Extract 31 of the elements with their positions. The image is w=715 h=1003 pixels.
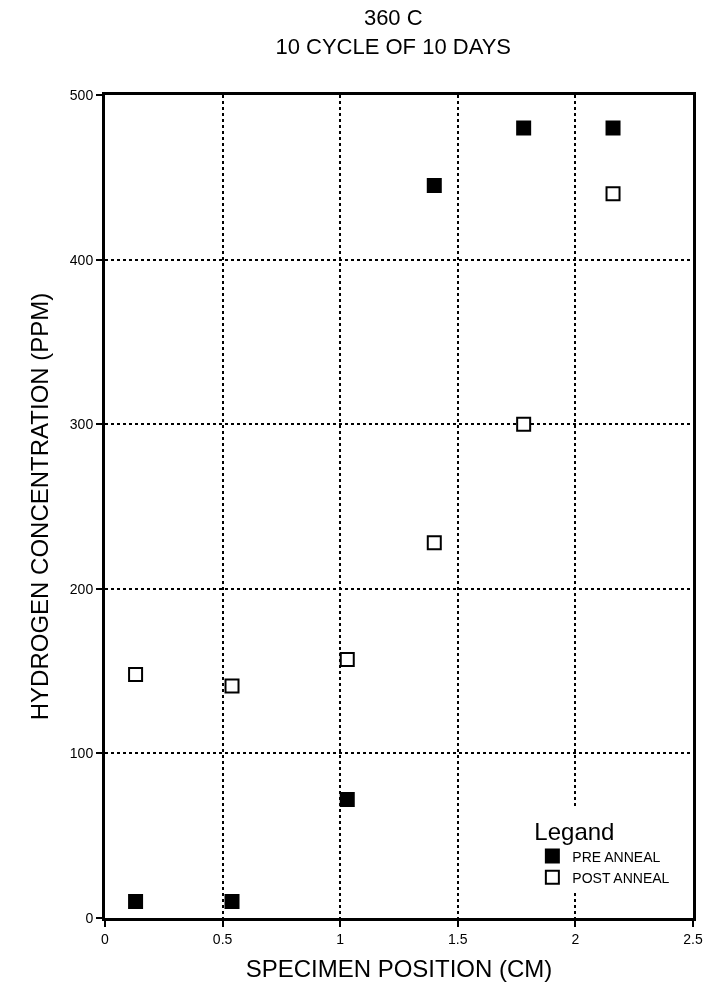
legend-title: Legand (534, 818, 615, 846)
point (224, 894, 240, 910)
x-tick-label: 1.5 (448, 930, 468, 947)
point (128, 666, 144, 682)
chart-subtitle: 10 CYCLE OF 10 DAYS (275, 33, 512, 59)
x-tick-label: 2.5 (683, 930, 703, 947)
x-tick-label: 0.5 (212, 930, 233, 947)
y-tick-label: 400 (69, 251, 94, 268)
x-tick-label: 0 (101, 930, 110, 947)
y-tick-label: 500 (69, 86, 94, 103)
point (339, 652, 355, 668)
point (339, 791, 355, 807)
x-axis-title: SPECIMEN POSITION (CM) (245, 955, 553, 983)
y-axis-title: HYDROGEN CONCENTRATION (PPM) (25, 292, 53, 721)
x-tick-label: 1 (336, 930, 345, 947)
point (426, 535, 442, 551)
y-tick-label: 100 (69, 745, 94, 762)
point (516, 416, 532, 432)
x-tick-label: 2 (571, 930, 580, 947)
chart-title: 360 C (363, 5, 423, 31)
point (224, 678, 240, 694)
legend-label: POST ANNEAL (572, 869, 670, 886)
point (128, 894, 144, 910)
point (605, 186, 621, 202)
y-tick-label: 300 (69, 416, 94, 433)
y-tick-label: 200 (69, 580, 94, 597)
point (426, 178, 442, 194)
point (516, 120, 532, 136)
y-tick-label: 0 (85, 909, 94, 926)
legend-label: PRE ANNEAL (572, 848, 661, 865)
point (605, 120, 621, 136)
